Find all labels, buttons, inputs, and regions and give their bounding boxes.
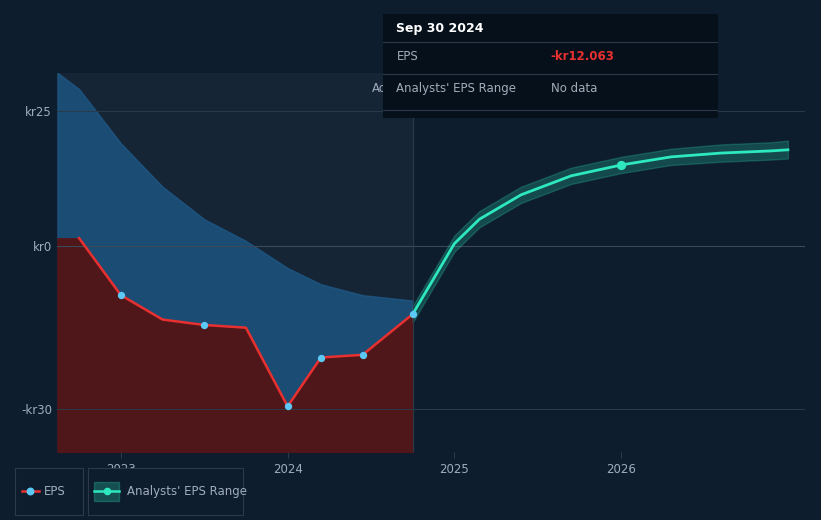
Point (114, 291, 127, 300)
Point (406, 310, 420, 318)
Point (281, 402, 294, 410)
Point (314, 354, 328, 362)
Text: Actual: Actual (373, 82, 410, 95)
Text: Analysts' EPS Range: Analysts' EPS Range (126, 485, 247, 498)
Point (23, 487, 36, 496)
Bar (57, 73, 413, 452)
Text: EPS: EPS (44, 485, 66, 498)
Point (198, 321, 211, 329)
Text: No data: No data (551, 82, 597, 95)
Text: Analysts' EPS Range: Analysts' EPS Range (397, 82, 516, 95)
Point (356, 350, 369, 359)
Text: Sep 30 2024: Sep 30 2024 (397, 22, 484, 35)
Text: -kr12.063: -kr12.063 (551, 50, 614, 63)
Point (615, 161, 628, 169)
Point (100, 487, 113, 496)
Text: EPS: EPS (397, 50, 418, 63)
Text: Analysts Forecasts: Analysts Forecasts (421, 82, 531, 95)
